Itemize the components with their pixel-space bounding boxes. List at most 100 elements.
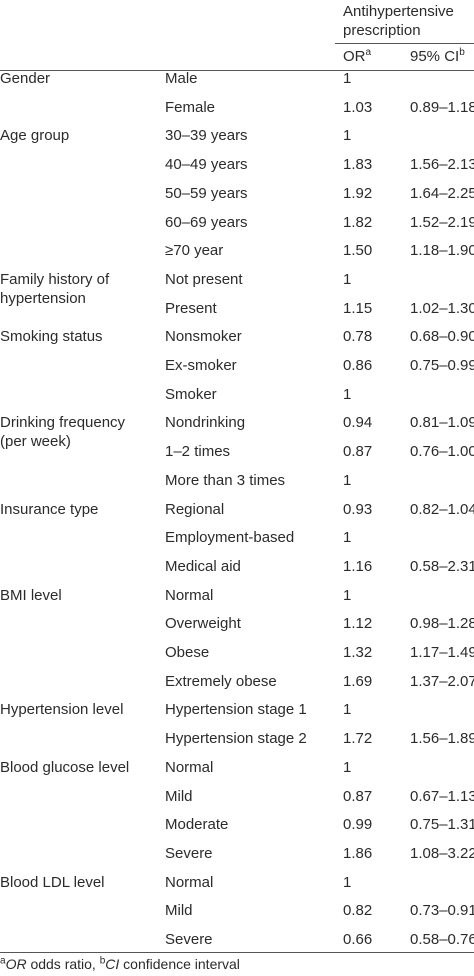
level-cell: Overweight [165, 615, 241, 633]
ci-cell: 1.08–3.22 [410, 844, 474, 862]
or-cell: 0.87 [343, 443, 373, 461]
group-label: Blood LDL level [0, 873, 105, 891]
ci-cell: 0.75–0.99 [410, 357, 474, 374]
ci-cell: 0.82–1.04 [410, 500, 474, 518]
or-cell: 1.03 [343, 98, 373, 116]
footnote-sup: a [0, 955, 6, 967]
ci-cell: 0.58–0.76 [410, 931, 474, 948]
or-cell: 1.12 [343, 615, 373, 633]
group-label: Smoking status [0, 328, 103, 346]
ci-cell: 0.81–1.09 [410, 414, 474, 432]
footnote: aOR odds ratio, bCI confidence interval [0, 955, 240, 974]
header-bottom-rule [0, 70, 474, 71]
level-cell: Medical aid [165, 557, 241, 575]
or-cell: 0.86 [343, 357, 373, 374]
or-cell: 1.15 [343, 299, 373, 317]
level-cell: Present [165, 299, 217, 317]
ci-cell: 1.64–2.25 [410, 184, 474, 202]
level-cell: Extremely obese [165, 672, 277, 690]
ci-cell: 1.56–2.13 [410, 156, 474, 174]
level-cell: Hypertension stage 1 [165, 701, 307, 719]
group-label: BMI level [0, 586, 62, 604]
level-cell: 60–69 years [165, 213, 248, 231]
or-cell: 1.82 [343, 213, 373, 231]
level-cell: Hypertension stage 2 [165, 730, 307, 748]
footnote-text: confidence interval [119, 956, 240, 972]
or-cell: 1 [343, 529, 352, 547]
level-cell: Normal [165, 586, 214, 604]
ci-cell: 1.56–1.89 [410, 730, 474, 748]
ci-cell: 0.68–0.90 [410, 328, 474, 346]
level-cell: Smoker [165, 385, 217, 403]
level-cell: Male [165, 70, 198, 87]
or-cell: 1 [343, 873, 352, 891]
ci-cell: 0.67–1.13 [410, 787, 474, 805]
footnote-abbr: CI [105, 956, 120, 972]
level-cell: Severe [165, 844, 213, 862]
level-cell: Moderate [165, 816, 229, 834]
level-cell: Mild [165, 902, 193, 920]
ci-cell: 0.89–1.18 [410, 98, 474, 116]
level-cell: Severe [165, 931, 213, 948]
ci-cell: 0.73–0.91 [410, 902, 474, 920]
group-label: Drinking frequency (per week) [0, 414, 126, 451]
or-cell: 1.32 [343, 644, 373, 661]
or-cell: 0.78 [343, 328, 373, 346]
level-cell: 50–59 years [165, 184, 248, 202]
or-cell: 1 [343, 127, 352, 145]
or-sup: a [365, 47, 372, 58]
footnote-text: odds ratio, [26, 956, 100, 972]
level-cell: More than 3 times [165, 471, 286, 489]
header-title: Antihypertensive prescription [343, 3, 454, 39]
ci-cell: 1.18–1.90 [410, 242, 474, 260]
level-cell: Female [165, 98, 216, 116]
level-cell: 30–39 years [165, 127, 248, 145]
or-cell: 1 [343, 758, 352, 776]
or-label: OR [343, 48, 366, 65]
or-cell: 0.93 [343, 500, 373, 518]
or-cell: 1 [343, 270, 352, 288]
ci-cell: 0.98–1.28 [410, 615, 474, 633]
or-cell: 1.83 [343, 156, 373, 174]
level-cell: Regional [165, 500, 225, 518]
or-cell: 0.66 [343, 931, 373, 948]
footnote-abbr: OR [5, 956, 27, 972]
level-cell: ≥70 year [165, 242, 224, 260]
ci-label: 95% CI [410, 48, 460, 65]
or-cell: 0.94 [343, 414, 373, 432]
or-cell: 1 [343, 471, 352, 489]
level-cell: 1–2 times [165, 443, 231, 461]
level-cell: Employment-based [165, 529, 295, 547]
ci-header: 95% CIb [410, 47, 465, 66]
or-cell: 1 [343, 586, 352, 604]
ci-cell: 1.17–1.49 [410, 644, 474, 661]
ci-cell: 0.76–1.00 [410, 443, 474, 461]
group-label: Age group [0, 127, 70, 145]
ci-cell: 1.52–2.19 [410, 213, 474, 231]
level-cell: Nonsmoker [165, 328, 242, 346]
or-cell: 1 [343, 701, 352, 719]
ci-cell: 1.37–2.07 [410, 672, 474, 690]
or-cell: 1.72 [343, 730, 373, 748]
or-cell: 0.87 [343, 787, 373, 805]
group-label: Blood glucose level [0, 758, 130, 776]
header-rule [335, 43, 474, 44]
or-cell: 1.69 [343, 672, 373, 690]
or-cell: 1.50 [343, 242, 373, 260]
table-bottom-rule [0, 952, 474, 953]
or-cell: 1.92 [343, 184, 373, 202]
level-cell: Ex-smoker [165, 357, 237, 374]
group-label: Family history of hypertension [0, 270, 110, 307]
or-cell: 1.86 [343, 844, 373, 862]
group-label: Hypertension level [0, 701, 124, 719]
level-cell: Not present [165, 270, 243, 288]
level-cell: 40–49 years [165, 156, 248, 174]
ci-cell: 0.75–1.31 [410, 816, 474, 834]
or-header: ORa [343, 47, 371, 66]
ci-cell: 1.02–1.30 [410, 299, 474, 317]
or-cell: 1.16 [343, 557, 373, 575]
level-cell: Obese [165, 644, 210, 661]
or-cell: 0.99 [343, 816, 373, 834]
ci-sup: b [459, 47, 465, 58]
